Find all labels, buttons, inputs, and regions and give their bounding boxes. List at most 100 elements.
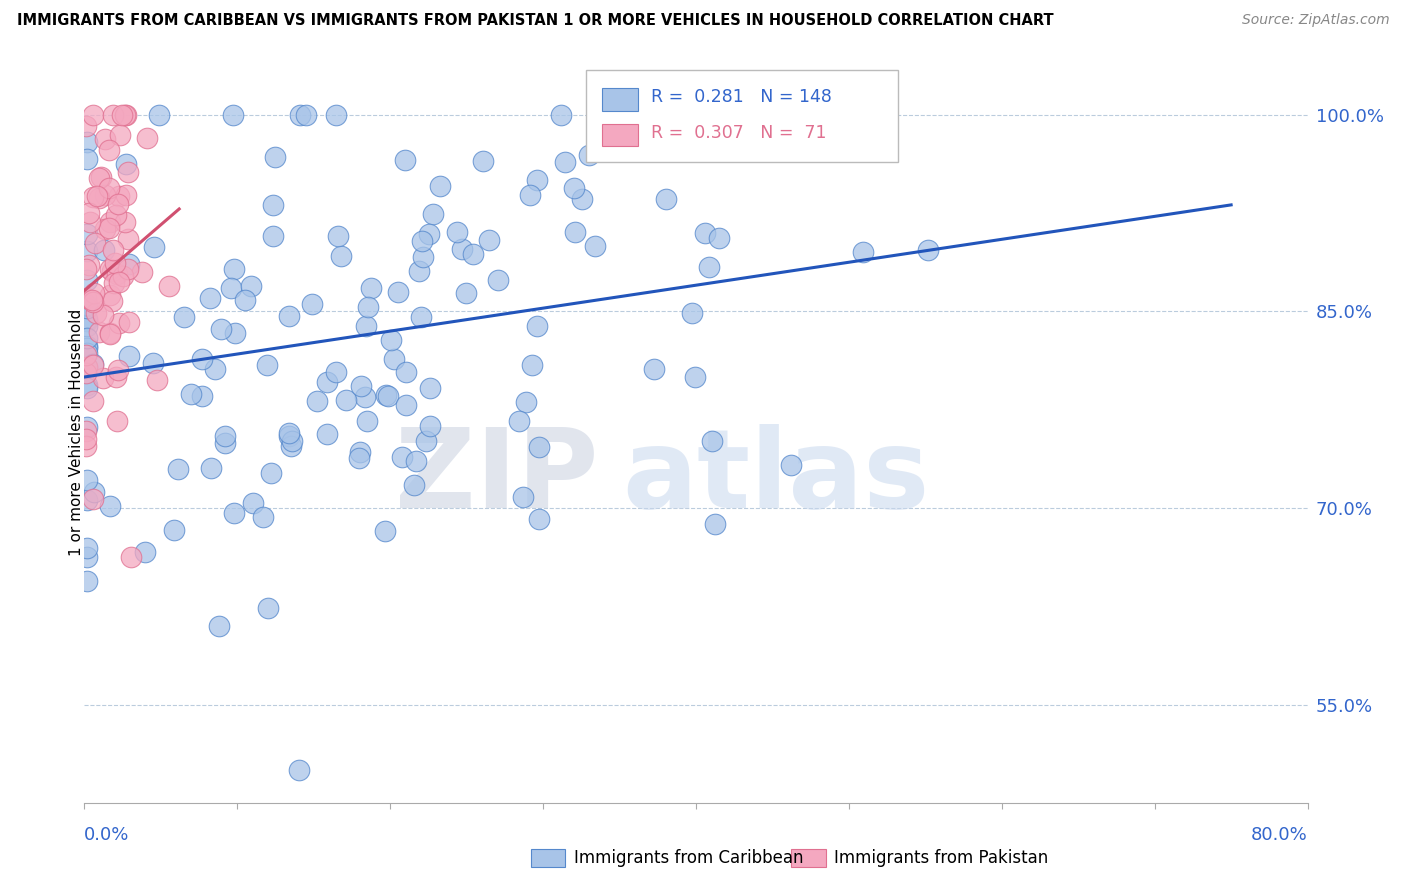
Point <box>917 244 939 258</box>
Point <box>562 180 585 194</box>
Text: 0.0%: 0.0% <box>84 826 129 845</box>
Point <box>472 154 495 169</box>
Point <box>98 181 121 195</box>
Text: 80.0%: 80.0% <box>1251 826 1308 845</box>
Point <box>262 198 284 212</box>
Point <box>697 260 720 275</box>
Point <box>163 523 186 537</box>
Point <box>564 225 586 239</box>
Point <box>82 108 104 122</box>
Point <box>418 227 440 241</box>
Point <box>108 316 131 330</box>
Point <box>76 319 98 334</box>
Point <box>571 192 593 206</box>
Point <box>486 272 509 286</box>
Point <box>354 390 377 404</box>
Point <box>76 298 98 312</box>
Point <box>681 306 703 320</box>
Point <box>157 279 180 293</box>
Point <box>224 326 246 340</box>
Point <box>108 128 131 142</box>
Point <box>76 301 98 315</box>
Point <box>82 491 104 506</box>
Point <box>180 387 202 401</box>
Point <box>222 108 245 122</box>
Point <box>98 215 121 229</box>
Point <box>101 243 124 257</box>
Point <box>103 276 125 290</box>
Point <box>87 191 110 205</box>
FancyBboxPatch shape <box>531 849 565 867</box>
Point <box>394 153 416 168</box>
Point <box>382 352 405 367</box>
Point <box>526 173 548 187</box>
Point <box>380 333 402 347</box>
Point <box>101 293 124 308</box>
Point <box>76 549 98 564</box>
Point <box>374 388 396 402</box>
Point <box>79 215 101 229</box>
Point <box>280 439 302 453</box>
Point <box>395 398 418 412</box>
Point <box>98 326 121 340</box>
Text: IMMIGRANTS FROM CARIBBEAN VS IMMIGRANTS FROM PAKISTAN 1 OR MORE VEHICLES IN HOUS: IMMIGRANTS FROM CARIBBEAN VS IMMIGRANTS … <box>17 13 1053 29</box>
Point <box>347 450 370 465</box>
Point <box>316 375 339 389</box>
Point <box>415 434 437 448</box>
Point <box>83 285 105 300</box>
Point <box>82 295 104 310</box>
Point <box>451 243 474 257</box>
Point <box>146 373 169 387</box>
Point <box>214 429 236 443</box>
Point <box>357 301 380 315</box>
Point <box>260 467 283 481</box>
Point <box>411 234 433 248</box>
Point <box>148 108 170 122</box>
Point <box>277 429 299 443</box>
Point <box>105 267 128 281</box>
Point <box>419 418 441 433</box>
Point <box>665 108 688 122</box>
Point <box>204 362 226 376</box>
Point <box>89 325 111 339</box>
Point <box>200 460 222 475</box>
Point <box>287 763 309 777</box>
Point <box>76 359 98 374</box>
Point <box>325 365 347 379</box>
Point <box>117 164 139 178</box>
Point <box>395 365 418 379</box>
Point <box>118 349 141 363</box>
Text: Immigrants from Caribbean: Immigrants from Caribbean <box>574 849 803 867</box>
Point <box>75 119 97 133</box>
Point <box>82 190 104 204</box>
Point <box>252 510 274 524</box>
Point <box>97 143 120 157</box>
Point <box>77 258 100 272</box>
Point <box>277 309 299 323</box>
Point <box>219 281 242 295</box>
Point <box>76 473 98 487</box>
Point <box>105 415 128 429</box>
Point <box>224 506 246 520</box>
Point <box>478 233 501 247</box>
Point <box>82 394 104 409</box>
Point <box>374 524 396 538</box>
Point <box>354 318 377 333</box>
Point <box>75 262 97 277</box>
Point <box>76 338 98 352</box>
Point <box>98 499 121 513</box>
Point <box>335 393 357 408</box>
Point <box>76 227 98 241</box>
Point <box>173 310 195 324</box>
Point <box>107 197 129 211</box>
Point <box>76 135 98 149</box>
Point <box>75 439 97 453</box>
Point <box>115 188 138 202</box>
FancyBboxPatch shape <box>792 849 825 867</box>
Point <box>315 426 337 441</box>
Point <box>391 450 413 464</box>
Point <box>387 285 409 299</box>
Point <box>76 273 98 287</box>
Point <box>654 192 676 206</box>
Point <box>454 286 477 301</box>
